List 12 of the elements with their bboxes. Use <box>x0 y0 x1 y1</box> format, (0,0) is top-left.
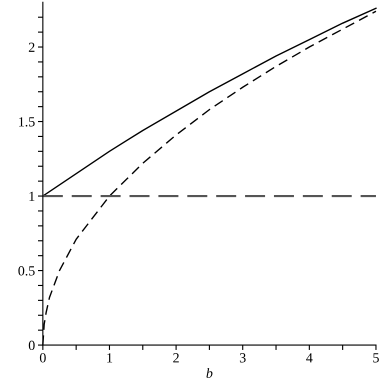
y-tick-label: 2 <box>28 42 34 52</box>
x-tick-label: 5 <box>373 353 379 362</box>
y-tick-label: 0 <box>28 340 35 350</box>
x-tick-label: 1 <box>107 353 112 362</box>
x-tick-label: 0 <box>40 353 46 362</box>
y-tick-label: 1 <box>29 192 34 201</box>
x-tick-label: 4 <box>306 353 313 362</box>
y-tick-label: 0.5 <box>18 266 35 276</box>
y-tick-label: 1.5 <box>19 117 35 127</box>
x-tick-label: 3 <box>240 353 246 362</box>
x-axis-title: b <box>206 368 212 378</box>
x-tick-label: 2 <box>173 353 179 362</box>
